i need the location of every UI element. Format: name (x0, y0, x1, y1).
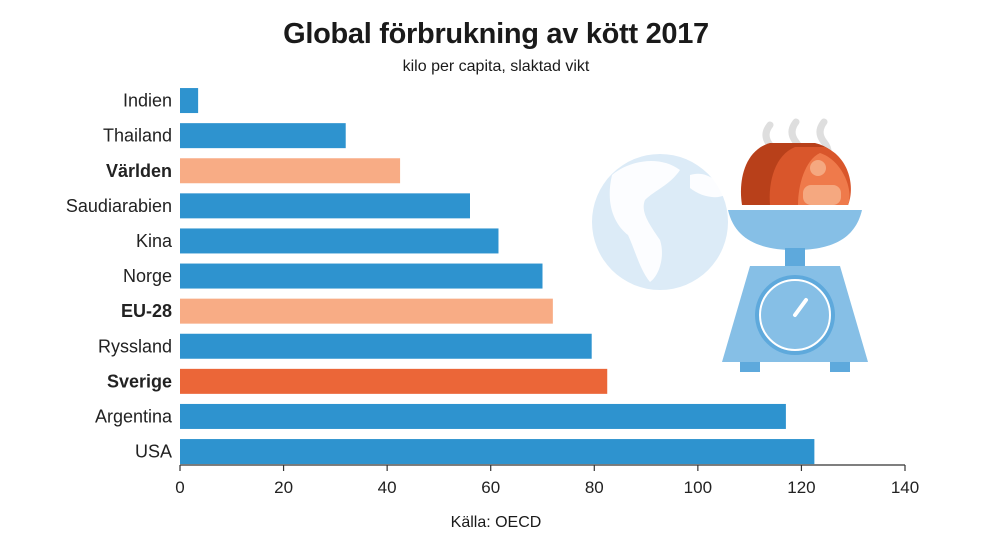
bar-ryssland (180, 333, 592, 359)
x-tick-label: 0 (175, 478, 184, 497)
category-label: Kina (136, 231, 173, 251)
category-label: Världen (106, 161, 172, 181)
category-label: USA (135, 442, 172, 462)
bars-group (180, 88, 815, 465)
bar-argentina (180, 403, 786, 429)
bar-sverige (180, 368, 608, 394)
category-label: EU-28 (121, 301, 172, 321)
x-tick-label: 100 (684, 478, 712, 497)
chart-title: Global förbrukning av kött 2017 (283, 18, 709, 50)
illustration (592, 118, 868, 372)
bar-thailand (180, 123, 346, 149)
bar-världen (180, 158, 401, 184)
category-labels: Indien Thailand Världen Saudiarabien Kina Nor… (66, 91, 173, 462)
kitchen-scale-with-meat-icon (722, 118, 868, 372)
x-tick-label: 140 (891, 478, 919, 497)
bar-eu-28 (180, 298, 553, 324)
category-label: Thailand (103, 126, 172, 146)
chart-subtitle: kilo per capita, slaktad vikt (402, 58, 590, 75)
category-label: Argentina (95, 406, 173, 426)
x-tick-label: 20 (274, 478, 293, 497)
source-note: Källa: OECD (450, 514, 542, 531)
bar-indien (180, 88, 199, 114)
bar-kina (180, 228, 499, 254)
x-tick-label: 120 (787, 478, 815, 497)
x-axis: 0 20 40 60 80 100 120 140 (175, 464, 919, 497)
bar-usa (180, 439, 815, 465)
x-tick-label: 80 (585, 478, 604, 497)
category-label: Norge (123, 266, 172, 286)
category-label: Saudiarabien (66, 196, 172, 216)
x-tick-label: 60 (481, 478, 500, 497)
category-label: Ryssland (98, 336, 172, 356)
category-label: Sverige (107, 371, 172, 391)
x-tick-label: 40 (378, 478, 397, 497)
category-label: Indien (123, 91, 172, 111)
globe-icon (592, 154, 728, 290)
bar-norge (180, 263, 543, 289)
bar-saudiarabien (180, 193, 470, 219)
